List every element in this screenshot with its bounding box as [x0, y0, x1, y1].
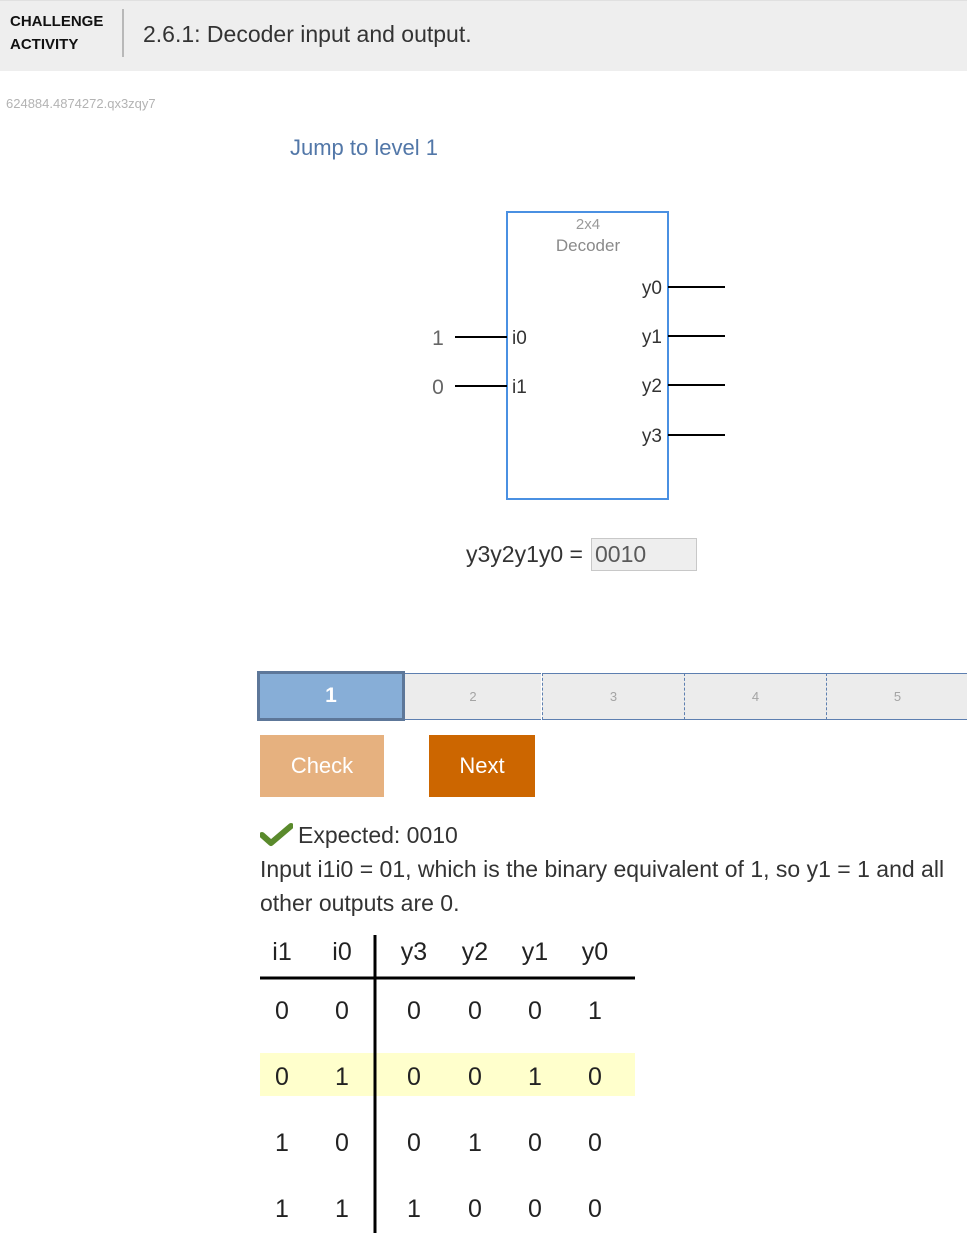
- checkmark-icon: [260, 823, 293, 846]
- header-divider: [122, 9, 124, 57]
- challenge-activity-badge: CHALLENGE ACTIVITY: [10, 10, 120, 56]
- feedback-panel: Expected: 0010 Input i1i0 = 01, which is…: [260, 818, 960, 920]
- input-label-i1: i1: [512, 377, 527, 398]
- truth-table-header-i1: i1: [272, 938, 291, 966]
- truth-table-highlight-row: [260, 1053, 635, 1096]
- truth-table-cell: 0: [468, 1063, 482, 1091]
- activity-id: 624884.4874272.qx3zqy7: [6, 96, 156, 111]
- input-value-i0: 1: [432, 327, 444, 350]
- output-label-y1: y1: [642, 327, 662, 348]
- truth-table-cell: 0: [275, 1063, 289, 1091]
- output-question-label: y3y2y1y0 =: [466, 541, 583, 567]
- truth-table-cell: 0: [407, 1063, 421, 1091]
- truth-table-cell: 0: [275, 997, 289, 1025]
- level-2-tab[interactable]: 2: [405, 673, 541, 720]
- level-4-tab[interactable]: 4: [684, 673, 826, 720]
- truth-table-cell: 1: [275, 1129, 289, 1157]
- truth-table-cell: 1: [275, 1195, 289, 1223]
- check-button[interactable]: Check: [260, 735, 384, 797]
- truth-table-cell: 1: [588, 997, 602, 1025]
- expected-line: Expected: 0010: [260, 818, 960, 852]
- answer-input[interactable]: [591, 538, 697, 571]
- challenge-header: CHALLENGE ACTIVITY 2.6.1: Decoder input …: [0, 0, 967, 71]
- truth-table-cell: 0: [588, 1063, 602, 1091]
- level-1-tab[interactable]: 1: [257, 671, 405, 721]
- truth-table-cell: 1: [468, 1129, 482, 1157]
- level-3-tab[interactable]: 3: [542, 673, 684, 720]
- truth-table-cell: 0: [407, 997, 421, 1025]
- truth-table-cell: 0: [335, 1129, 349, 1157]
- truth-table-cell: 0: [335, 997, 349, 1025]
- decoder-title-line2: Decoder: [556, 236, 621, 255]
- activity-title: 2.6.1: Decoder input and output.: [143, 21, 472, 47]
- decoder-diagram: 2x4 Decoder 1 0 i0 i1 y0 y1 y2 y3: [432, 211, 725, 500]
- truth-table-header-y2: y2: [462, 938, 488, 966]
- next-button[interactable]: Next: [429, 735, 535, 797]
- badge-line-2: ACTIVITY: [10, 36, 79, 53]
- truth-table-cell: 0: [588, 1195, 602, 1223]
- truth-table-cell: 1: [335, 1195, 349, 1223]
- jump-to-level-link[interactable]: Jump to level 1: [290, 135, 438, 160]
- truth-table-cell: 1: [528, 1063, 542, 1091]
- truth-table-cell: 0: [468, 1195, 482, 1223]
- truth-table-cell: 0: [468, 997, 482, 1025]
- truth-table-cell: 1: [407, 1195, 421, 1223]
- feedback-explanation: Input i1i0 = 01, which is the binary equ…: [260, 856, 945, 916]
- truth-table-cell: 0: [407, 1129, 421, 1157]
- output-label-y0: y0: [642, 278, 662, 299]
- truth-table-header-y0: y0: [582, 938, 608, 966]
- output-label-y2: y2: [642, 376, 662, 397]
- output-label-y3: y3: [642, 426, 662, 447]
- truth-table-cell: 0: [528, 997, 542, 1025]
- truth-table-cell: 0: [588, 1129, 602, 1157]
- level-progress: 1 2 3 4 5: [257, 671, 967, 721]
- truth-table-cell: 0: [528, 1129, 542, 1157]
- truth-table-cell: 0: [528, 1195, 542, 1223]
- truth-table-cell: 1: [335, 1063, 349, 1091]
- input-value-i1: 0: [432, 376, 444, 399]
- truth-table-header-y1: y1: [522, 938, 548, 966]
- decoder-title-line1: 2x4: [576, 216, 600, 233]
- badge-line-1: CHALLENGE: [10, 13, 104, 30]
- decoder-block: [506, 211, 669, 500]
- output-question: y3y2y1y0 =: [466, 538, 697, 571]
- level-5-tab[interactable]: 5: [826, 673, 967, 720]
- truth-table-header-i0: i0: [332, 938, 351, 966]
- expected-answer: Expected: 0010: [298, 822, 458, 848]
- input-label-i0: i0: [512, 328, 527, 349]
- truth-table-header-y3: y3: [401, 938, 427, 966]
